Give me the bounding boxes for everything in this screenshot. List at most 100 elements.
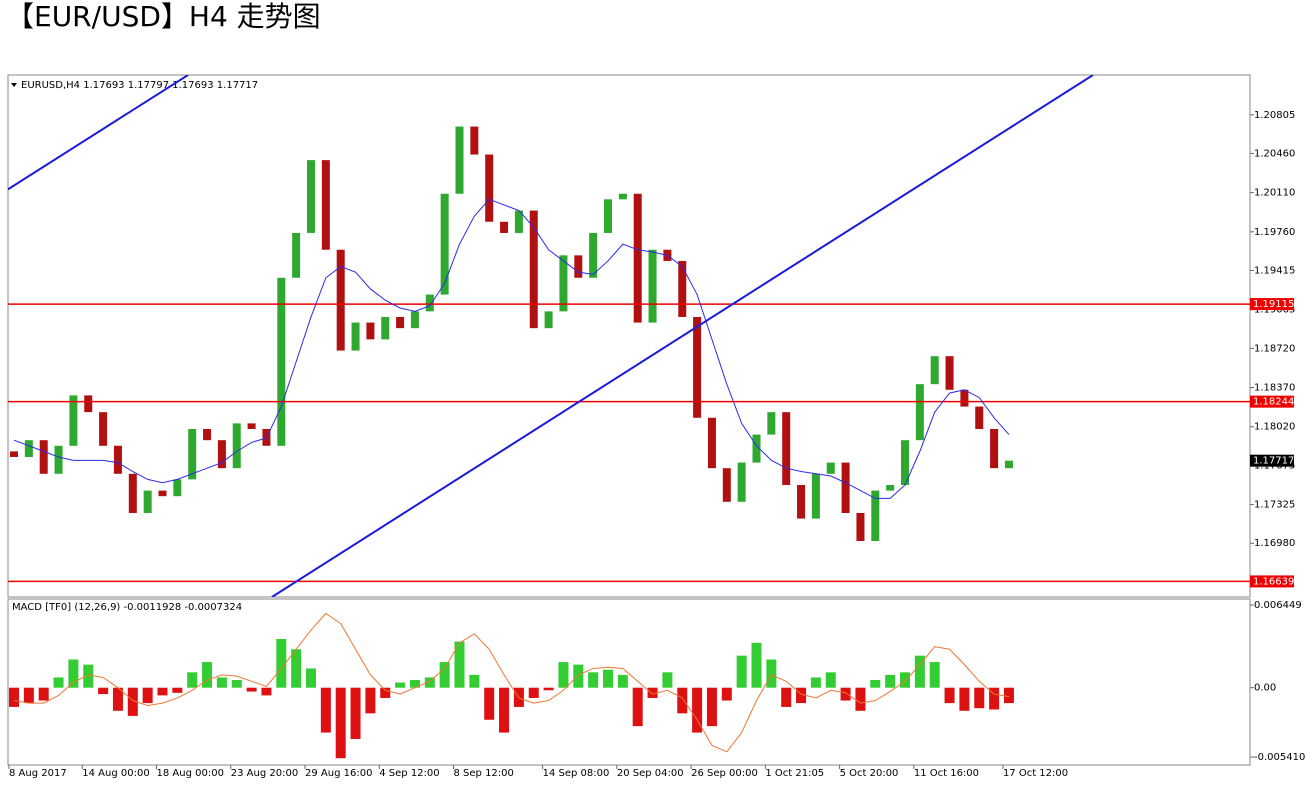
candle: [396, 316, 405, 329]
y-tick-label: 1.16980: [1254, 538, 1295, 549]
x-tick-label: 8 Aug 2017: [9, 768, 67, 779]
candle: [173, 479, 182, 497]
macd-bar: [276, 638, 287, 688]
x-tick-label: 8 Sep 12:00: [454, 768, 514, 779]
y-tick-label: 1.20805: [1254, 110, 1295, 121]
macd-bar: [662, 672, 673, 688]
macd-bar: [38, 687, 49, 701]
macd-bar: [692, 687, 703, 733]
y-tick-label: 1.19415: [1254, 265, 1295, 276]
macd-bar: [959, 687, 970, 711]
x-tick-label: 23 Aug 20:00: [231, 768, 298, 779]
candle: [514, 210, 523, 233]
candle: [381, 316, 390, 340]
candle: [737, 462, 746, 502]
candle: [24, 440, 33, 457]
macd-bar: [454, 641, 465, 688]
y-tick-label: 1.20110: [1254, 188, 1295, 199]
macd-bar: [439, 662, 450, 688]
candle: [455, 126, 464, 194]
candle: [128, 473, 137, 513]
candle: [901, 440, 909, 485]
macd-bar: [543, 687, 554, 691]
candle: [752, 434, 761, 463]
candle: [69, 395, 78, 446]
macd-bar: [142, 687, 153, 704]
x-tick-label: 20 Sep 04:00: [617, 768, 684, 779]
candle: [143, 490, 152, 513]
y-tick-label: 1.19760: [1254, 227, 1295, 238]
candle: [1004, 460, 1013, 469]
y-tick-label: 1.19065: [1254, 305, 1295, 316]
macd-bar: [261, 687, 272, 696]
macd-bar: [157, 687, 168, 696]
macd-bar: [914, 655, 925, 688]
candle: [425, 294, 434, 312]
candle: [158, 490, 167, 497]
macd-bar: [83, 664, 94, 688]
macd-bar: [68, 659, 79, 688]
macd-bar: [632, 687, 643, 727]
macd-bar: [409, 680, 420, 688]
trendline: [8, 75, 189, 191]
level-label: 1.18244: [1253, 397, 1294, 408]
candle: [113, 445, 122, 474]
macd-bar: [23, 687, 34, 704]
macd-bar: [216, 677, 227, 688]
ma-line: [13, 198, 1010, 499]
candle: [217, 440, 226, 469]
candle: [811, 473, 820, 519]
macd-bar: [736, 655, 747, 688]
macd-bar: [380, 687, 391, 698]
macd-bar: [766, 659, 777, 688]
candle: [574, 255, 583, 278]
x-tick-label: 29 Aug 16:00: [305, 768, 372, 779]
candle: [604, 199, 612, 233]
candle: [500, 221, 509, 233]
macd-bar: [187, 672, 198, 688]
x-tick-label: 17 Oct 12:00: [1003, 768, 1068, 779]
candle: [232, 423, 241, 469]
y-tick-label: 1.18720: [1254, 343, 1295, 354]
macd-bar: [974, 687, 985, 709]
candle: [871, 490, 880, 541]
x-tick-label: 18 Aug 00:00: [157, 768, 224, 779]
y-tick-label: 0.006449: [1254, 600, 1302, 611]
macd-bar: [840, 687, 851, 701]
macd-bar: [246, 687, 257, 692]
candle: [886, 484, 895, 491]
macd-bar: [751, 642, 762, 688]
macd-bar: [588, 672, 599, 688]
candle: [618, 193, 627, 200]
candle: [767, 412, 776, 435]
macd-bar: [603, 669, 613, 688]
macd-bar: [781, 687, 792, 707]
macd-bar: [499, 687, 510, 733]
level-label: 1.19115: [1253, 299, 1294, 310]
macd-panel: [7, 598, 1251, 766]
macd-bar: [231, 680, 242, 688]
macd-bar: [989, 687, 1000, 710]
macd-bar: [53, 677, 64, 688]
x-tick-label: 14 Sep 08:00: [543, 768, 610, 779]
candle: [307, 160, 315, 233]
macd-bar: [647, 687, 658, 698]
macd-bar: [172, 687, 183, 693]
macd-bar: [424, 677, 435, 688]
macd-bar: [98, 687, 109, 695]
candle: [99, 412, 108, 446]
candle: [410, 311, 419, 329]
macd-bar: [528, 687, 539, 698]
y-tick-label: 0.00: [1254, 683, 1276, 694]
macd-bar: [810, 677, 821, 688]
candle: [39, 440, 48, 474]
candle: [633, 193, 642, 323]
macd-bar: [1003, 687, 1014, 704]
candle: [247, 423, 256, 429]
candle: [559, 255, 568, 312]
macd-bar: [320, 687, 331, 733]
macd-bar: [929, 662, 940, 688]
candle: [366, 322, 375, 340]
candle: [648, 249, 657, 323]
trendline: [271, 75, 1094, 597]
